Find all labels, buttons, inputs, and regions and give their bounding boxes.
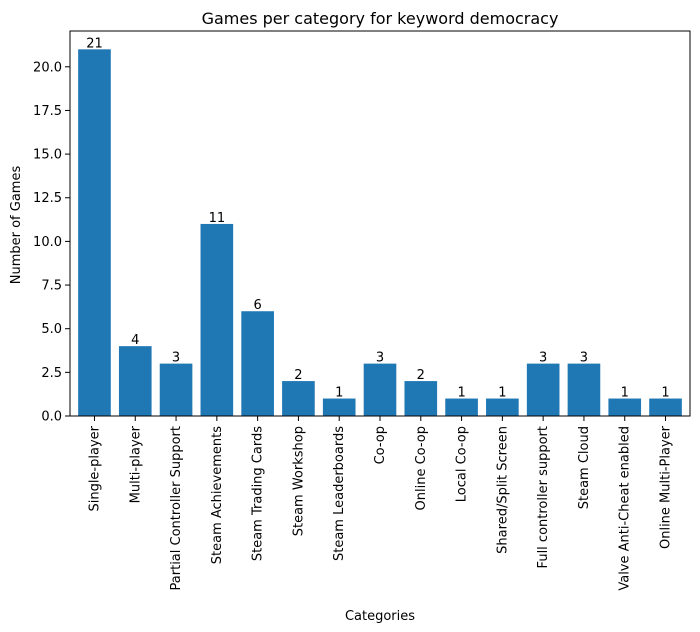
y-tick-label-4: 7.5 bbox=[41, 279, 62, 294]
data-label-2: 4 bbox=[131, 333, 139, 348]
data-label-8: 3 bbox=[376, 351, 384, 366]
bar-12 bbox=[526, 363, 560, 416]
y-tick-label-3: 5.0 bbox=[41, 322, 62, 337]
x-tick-label-2: Multi-player bbox=[128, 425, 143, 503]
bar-2 bbox=[118, 346, 152, 416]
data-label-1: 21 bbox=[86, 36, 103, 51]
x-tick-label-9: Online Co-op bbox=[414, 426, 429, 510]
x-tick-label-14: Valve Anti-Cheat enabled bbox=[618, 426, 633, 591]
x-tick-label-3: Partial Controller Support bbox=[169, 426, 184, 590]
bar-6 bbox=[282, 381, 315, 416]
bar-15 bbox=[649, 398, 682, 416]
chart-title: Games per category for keyword democracy bbox=[202, 9, 559, 28]
bar-3 bbox=[159, 363, 193, 416]
data-label-11: 1 bbox=[498, 386, 506, 401]
data-label-15: 1 bbox=[661, 386, 669, 401]
bar-4 bbox=[200, 223, 234, 416]
bar-5 bbox=[241, 311, 274, 416]
y-tick-label-2: 2.5 bbox=[41, 366, 62, 381]
data-label-14: 1 bbox=[621, 386, 629, 401]
y-tick-label-8: 17.5 bbox=[33, 104, 62, 119]
x-tick-label-13: Steam Cloud bbox=[577, 426, 592, 509]
x-tick-label-7: Steam Leaderboards bbox=[332, 426, 347, 561]
x-tick-label-11: Shared/Split Screen bbox=[495, 426, 510, 554]
x-tick-label-6: Steam Workshop bbox=[291, 426, 306, 536]
data-label-7: 1 bbox=[335, 386, 343, 401]
x-axis-label: Categories bbox=[345, 609, 415, 624]
x-tick-label-15: Online Multi-Player bbox=[659, 425, 674, 549]
bars-group bbox=[78, 49, 682, 416]
x-axis-ticks: Single-player Multi-player Partial Control… bbox=[87, 416, 674, 591]
data-label-9: 2 bbox=[417, 368, 425, 383]
bar-13 bbox=[567, 363, 601, 416]
data-label-4: 11 bbox=[209, 211, 226, 226]
data-label-3: 3 bbox=[172, 351, 180, 366]
bar-7 bbox=[322, 398, 356, 416]
y-tick-label-9: 20.0 bbox=[33, 60, 62, 75]
plot-frame bbox=[69, 30, 691, 417]
data-label-13: 3 bbox=[580, 351, 588, 366]
y-axis-ticks: 0.0 2.5 5.0 7.5 10.0 12.5 15.0 17.5 20.0 bbox=[33, 60, 70, 425]
y-tick-label-5: 10.0 bbox=[33, 235, 62, 250]
y-tick-label-6: 12.5 bbox=[33, 191, 62, 206]
y-tick-label-7: 15.0 bbox=[33, 148, 62, 163]
x-tick-label-1: Single-player bbox=[87, 425, 102, 511]
bar-14 bbox=[608, 398, 642, 416]
y-axis-label: Number of Games bbox=[9, 166, 24, 285]
data-label-5: 6 bbox=[253, 298, 261, 313]
bar-1 bbox=[78, 49, 111, 416]
bar-10 bbox=[445, 398, 478, 416]
data-label-12: 3 bbox=[539, 351, 547, 366]
x-tick-label-5: Steam Trading Cards bbox=[251, 426, 266, 561]
bar-11 bbox=[486, 398, 519, 416]
x-tick-label-12: Full controller support bbox=[536, 426, 551, 568]
x-tick-label-4: Steam Achievements bbox=[210, 426, 225, 564]
y-tick-label-1: 0.0 bbox=[41, 410, 62, 425]
bar-8 bbox=[363, 363, 397, 416]
data-label-10: 1 bbox=[457, 386, 465, 401]
x-tick-label-10: Local Co-op bbox=[455, 426, 470, 502]
bar-9 bbox=[404, 381, 438, 416]
x-tick-label-8: Co-op bbox=[373, 426, 388, 464]
data-label-6: 2 bbox=[294, 368, 302, 383]
